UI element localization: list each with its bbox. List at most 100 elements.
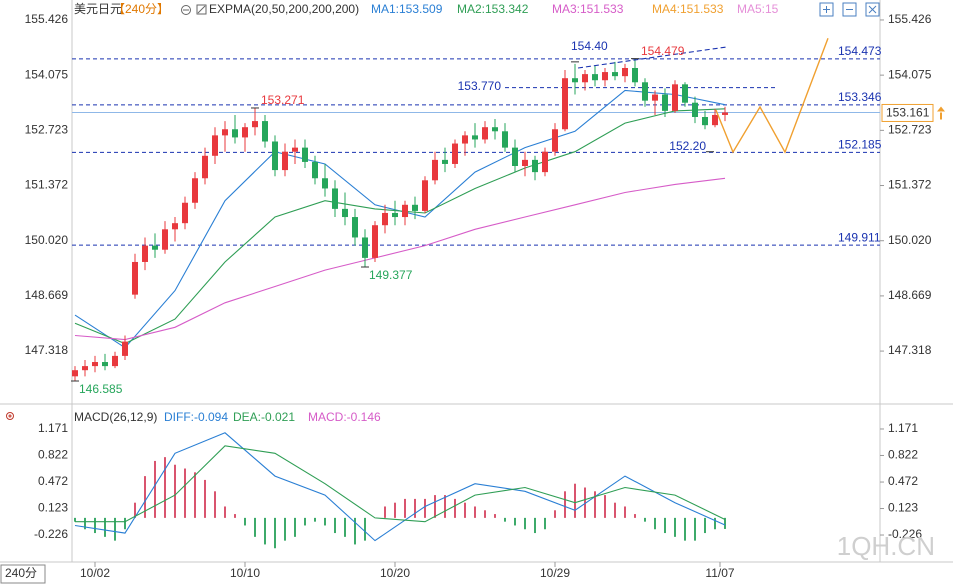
candle-body xyxy=(602,72,608,81)
candle-body xyxy=(622,67,628,77)
candle-body xyxy=(172,223,178,230)
candle-body xyxy=(282,151,288,171)
candle-body xyxy=(572,78,578,83)
macd-bar xyxy=(284,517,286,541)
macd-bar xyxy=(394,502,396,518)
tool-button[interactable] xyxy=(819,2,834,17)
macd-bar xyxy=(544,517,546,530)
macd-bar xyxy=(554,510,556,518)
legend-entry: MA2:153.342 xyxy=(457,2,529,16)
settings-icon[interactable] xyxy=(6,412,14,420)
annotation-label: 152.20 xyxy=(669,139,706,153)
macd-bar xyxy=(184,468,186,518)
legend-entry: DIFF:-0.094 xyxy=(164,410,228,424)
y-tick-label-left: 147.318 xyxy=(25,343,69,357)
macd-bar xyxy=(454,498,456,518)
macd-bar xyxy=(224,506,226,518)
macd-bar xyxy=(384,506,386,518)
y-tick-label-right: 155.426 xyxy=(888,12,932,26)
tool-button[interactable] xyxy=(842,2,857,17)
y-tick-label-right: 0.822 xyxy=(888,448,918,462)
macd-bar xyxy=(204,479,206,518)
macd-bar xyxy=(324,517,326,526)
y-tick-label-right: 148.669 xyxy=(888,288,932,302)
legend-entry: MA5:15 xyxy=(737,2,779,16)
x-tick-label: 10/20 xyxy=(380,566,410,580)
candle-body xyxy=(352,217,358,238)
macd-bar xyxy=(514,517,516,526)
macd-bar xyxy=(654,517,656,530)
candle-body xyxy=(262,121,268,142)
x-tick-label: 10/29 xyxy=(540,566,570,580)
annotation-label: 154.479 xyxy=(641,44,685,58)
candle-body xyxy=(452,143,458,164)
y-tick-label-right: 1.171 xyxy=(888,421,918,435)
macd-bar xyxy=(644,517,646,522)
candle-body xyxy=(102,362,108,367)
candle-body xyxy=(142,245,148,262)
macd-bar xyxy=(294,517,296,537)
macd-bar xyxy=(714,517,716,530)
toolbar xyxy=(819,2,880,17)
candle-body xyxy=(542,151,548,173)
macd-title: MACD(26,12,9) xyxy=(74,410,157,424)
candle-body xyxy=(612,72,618,77)
y-tick-label-left: 154.075 xyxy=(25,67,69,81)
candle-body xyxy=(132,261,138,295)
macd-bar xyxy=(694,517,696,541)
candle-body xyxy=(272,141,278,171)
candle-body xyxy=(292,147,298,152)
candle-body xyxy=(432,159,438,181)
candle-body xyxy=(312,161,318,179)
macd-bar xyxy=(494,514,496,518)
macd-bar xyxy=(314,517,316,522)
candle-body xyxy=(662,94,668,111)
candle-body xyxy=(152,245,158,250)
candle-body xyxy=(462,135,468,144)
x-tick-label: 11/07 xyxy=(705,566,734,580)
y-tick-label-left: 0.472 xyxy=(38,474,68,488)
macd-bar xyxy=(154,460,156,518)
candle-body xyxy=(552,129,558,152)
macd-bar xyxy=(264,517,266,545)
macd-bar xyxy=(164,457,166,518)
level-label: 154.473 xyxy=(838,44,882,58)
candle-body xyxy=(422,180,428,211)
macd-bar xyxy=(634,514,636,518)
macd-bar xyxy=(304,517,306,526)
candle-body xyxy=(222,129,228,136)
collapse-icon[interactable] xyxy=(181,5,191,15)
candle-body xyxy=(382,212,388,226)
trendline xyxy=(577,46,729,69)
indicator-icon[interactable] xyxy=(196,4,207,15)
watermark: 1QH.CN xyxy=(837,531,935,561)
indicator-name: EXPMA(20,50,200,200,200) xyxy=(209,2,359,16)
macd-bar xyxy=(414,498,416,518)
annotation-label: 154.40 xyxy=(571,39,608,53)
candle-body xyxy=(692,102,698,117)
period-button[interactable] xyxy=(0,564,46,584)
candle-body xyxy=(92,362,98,367)
series-line xyxy=(75,445,726,523)
y-tick-label-left: 0.822 xyxy=(38,448,68,462)
x-tick-label: 10/10 xyxy=(230,566,260,580)
macd-bar xyxy=(604,495,606,518)
candle-body xyxy=(122,341,128,356)
candle-body xyxy=(642,82,648,101)
y-tick-label-right: 154.075 xyxy=(888,67,932,81)
macd-bar xyxy=(254,517,256,537)
y-tick-label-right: -0.226 xyxy=(888,527,922,541)
macd-bar xyxy=(684,517,686,541)
symbol: 美元日元 xyxy=(74,2,122,16)
annotation-label: 146.585 xyxy=(79,382,123,396)
legend-entry: MA1:153.509 xyxy=(371,2,443,16)
candle-body xyxy=(712,114,718,126)
level-label: 153.770 xyxy=(458,79,502,93)
macd-bar xyxy=(234,514,236,518)
legend-entry: MA3:151.533 xyxy=(552,2,624,16)
tool-button[interactable] xyxy=(865,2,880,17)
macd-bar xyxy=(334,517,336,534)
